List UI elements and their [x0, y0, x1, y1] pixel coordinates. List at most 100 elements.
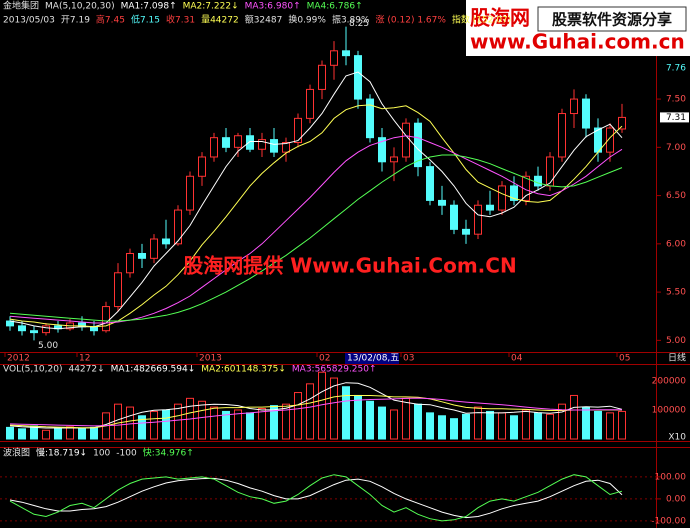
candle-body [138, 252, 146, 259]
volume-bar [330, 377, 338, 440]
volume-bar [150, 410, 158, 440]
candle-body [282, 142, 290, 153]
volume-bar [294, 392, 302, 440]
candle-body [126, 252, 134, 274]
info-item: 涨 (0.12) 1.67% [376, 15, 447, 26]
candle-body [258, 139, 266, 150]
volume-bar [90, 426, 98, 440]
legend-entry: MA1:7.098↑ [121, 2, 177, 12]
candle-body [438, 199, 446, 206]
candle-body [30, 330, 38, 334]
candle-body [114, 272, 122, 308]
volume-bar [42, 429, 50, 440]
legend-entry: MA2:601148.375↓ [201, 365, 286, 375]
info-item: 额32487 [245, 14, 283, 26]
candle-body [390, 156, 398, 163]
low-label: 5.00 [38, 341, 58, 351]
volume-bar [66, 426, 74, 440]
candle-body [378, 137, 386, 163]
volume-bar [510, 415, 518, 440]
volume-bar [354, 394, 362, 440]
candle-body [582, 98, 590, 129]
series-line [9, 477, 623, 519]
legend-entry: MA4:6.786↑ [307, 2, 363, 12]
series-line [9, 382, 623, 429]
candle-body [102, 306, 110, 332]
candle-body [486, 204, 494, 211]
y-tick-label: 5.00 [666, 336, 686, 346]
series-line [9, 395, 622, 429]
candle-body [174, 209, 182, 245]
volume-bar [570, 394, 578, 440]
y-tick-label: -100.00 [651, 516, 686, 526]
cursor-label: 13/02/08,五 [347, 354, 399, 364]
x-tick-label: 12 [79, 354, 90, 364]
info-item: 收7.31 [166, 14, 195, 26]
slogan: 股票软件资源分享 [552, 11, 672, 29]
volume-bar [534, 412, 542, 440]
brand: 股海网 [470, 6, 530, 30]
volume-bar [174, 403, 182, 440]
volume-bar [474, 406, 482, 440]
volume-bar [138, 415, 146, 440]
volume-bar [522, 409, 530, 440]
volume-bar [6, 426, 14, 440]
info-item: 指数 (152.07) [452, 14, 511, 26]
info-item: 高7.45 [96, 14, 125, 26]
candle-body [558, 113, 566, 158]
candle-body [426, 166, 434, 201]
y-tick-label: 7.50 [666, 95, 686, 105]
watermark-box: 股海网 股票软件资源分享 www.Guhai.com.cn [466, 0, 690, 56]
series-line [9, 474, 623, 522]
x-tick-label: 03 [403, 354, 414, 364]
candle-body [150, 238, 158, 259]
legend-entry: 慢:18.719↓ [36, 447, 87, 459]
candle-body [294, 117, 302, 143]
candle-body [510, 185, 518, 201]
candle-body [342, 50, 350, 57]
overlay-watermark: 股海网提供 Www.Guhai.Com.CN [183, 254, 516, 278]
volume-bar [78, 428, 86, 440]
volume-bar [438, 415, 446, 440]
volume-bar [450, 418, 458, 440]
volume-bar [546, 413, 554, 440]
legend-entry: MA1:482669.594↓ [111, 365, 196, 375]
param: -100 [116, 449, 137, 459]
slogan-frame [537, 6, 687, 32]
volume-bar [54, 427, 62, 440]
info-item: 换0.99% [288, 14, 326, 26]
candle-body [210, 137, 218, 158]
stock-name: 金地集团 [3, 0, 39, 12]
series-line [9, 135, 623, 324]
x-tick-label: 02 [319, 354, 330, 364]
panel-title: 波浪图 [3, 447, 30, 459]
candle-body [462, 228, 470, 235]
candle-body [618, 116, 626, 130]
y-tick-label: 100000 [652, 405, 687, 415]
panel-title: VOL(5,10,20) [3, 365, 62, 375]
period-label: 日线 [668, 352, 686, 364]
candle-body [306, 88, 314, 119]
volume-bar [558, 403, 566, 440]
candle-body [606, 127, 614, 153]
x-tick-label: 05 [619, 354, 630, 364]
candle-body [534, 175, 542, 187]
candle-body [498, 185, 506, 211]
candle-body [234, 135, 242, 148]
legend-entry: 快:34.976↑ [143, 447, 194, 459]
volume-bar [234, 409, 242, 440]
volume-bar [618, 410, 626, 440]
volume-bar [282, 403, 290, 440]
candle-body [354, 55, 362, 100]
volume-bar [402, 397, 410, 440]
volume-bar [246, 412, 254, 440]
volume-bar [426, 412, 434, 440]
x-tick-label: 04 [511, 354, 523, 364]
last-price: 7.31 [666, 113, 686, 123]
cursor-box [345, 353, 399, 364]
volume-bar [306, 383, 314, 440]
volume-bar [498, 412, 506, 440]
candle-body [186, 175, 194, 211]
